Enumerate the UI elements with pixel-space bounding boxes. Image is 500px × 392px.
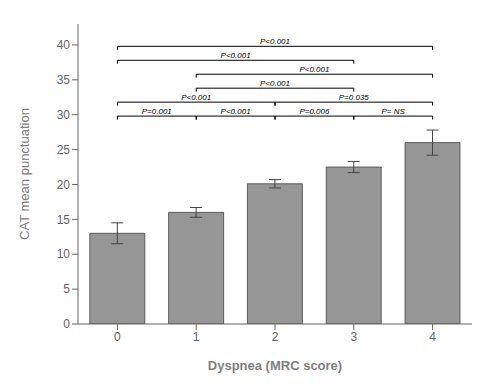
svg-text:25: 25 — [57, 143, 71, 157]
svg-text:3: 3 — [350, 330, 357, 344]
svg-text:P<0.001: P<0.001 — [181, 93, 211, 102]
svg-text:40: 40 — [57, 38, 71, 52]
svg-text:4: 4 — [429, 330, 436, 344]
svg-text:P=0.001: P=0.001 — [142, 107, 172, 116]
svg-text:30: 30 — [57, 108, 71, 122]
svg-text:P<0.001: P<0.001 — [221, 107, 251, 116]
svg-text:Dyspnea (MRC score): Dyspnea (MRC score) — [208, 358, 342, 373]
svg-text:20: 20 — [57, 178, 71, 192]
svg-text:P<0.001: P<0.001 — [221, 51, 251, 60]
svg-text:P=0.035: P=0.035 — [339, 93, 370, 102]
svg-text:P=0.006: P=0.006 — [299, 107, 330, 116]
svg-text:0: 0 — [114, 330, 121, 344]
svg-text:CAT mean punctuation: CAT mean punctuation — [17, 108, 32, 240]
svg-text:2: 2 — [272, 330, 279, 344]
svg-text:0: 0 — [63, 317, 70, 331]
svg-text:P<0.001: P<0.001 — [260, 79, 290, 88]
svg-text:P= NS: P= NS — [382, 107, 406, 116]
svg-text:35: 35 — [57, 73, 71, 87]
svg-text:5: 5 — [63, 282, 70, 296]
svg-text:P<0.001: P<0.001 — [260, 37, 290, 46]
svg-text:15: 15 — [57, 213, 71, 227]
svg-text:1: 1 — [193, 330, 200, 344]
svg-text:10: 10 — [57, 247, 71, 261]
svg-text:P<0.001: P<0.001 — [299, 65, 329, 74]
